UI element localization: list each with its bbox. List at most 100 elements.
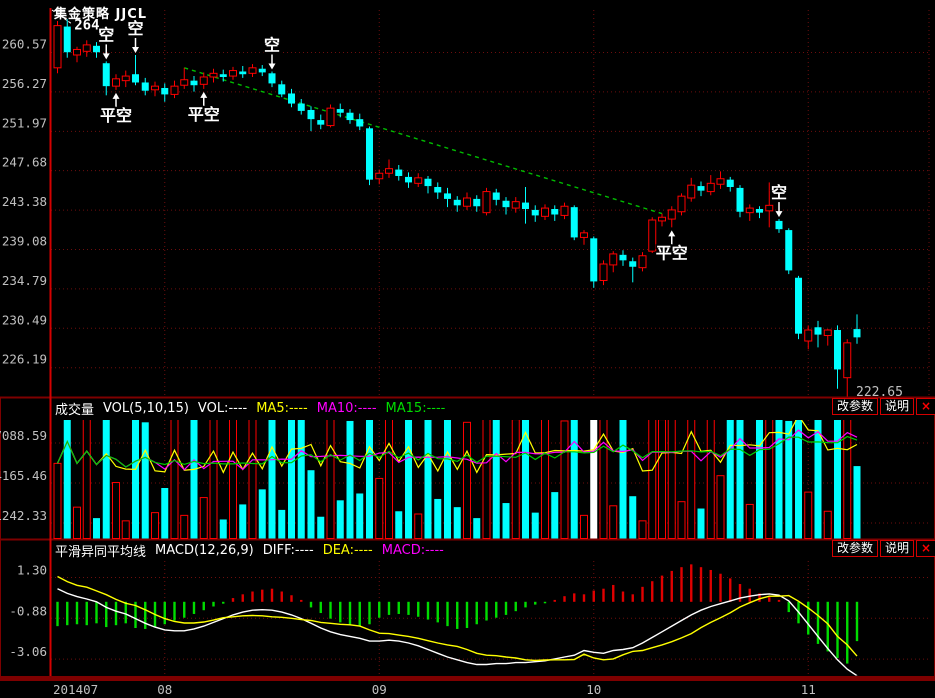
candle-body[interactable] [551, 208, 559, 215]
volume-bar[interactable] [716, 475, 725, 539]
candle-body[interactable] [141, 82, 149, 91]
candle-body[interactable] [590, 238, 598, 282]
volume-bars[interactable] [53, 409, 861, 539]
volume-bar[interactable] [434, 498, 442, 539]
volume-bar[interactable] [687, 411, 696, 539]
volume-bar[interactable] [317, 516, 325, 539]
volume-bar[interactable] [63, 420, 71, 539]
candle-body[interactable] [726, 179, 734, 187]
candle-body[interactable] [736, 187, 744, 212]
volume-bar[interactable] [765, 410, 774, 539]
volume-bar[interactable] [853, 466, 861, 539]
candle-body[interactable] [814, 327, 822, 335]
volume-bar[interactable] [53, 462, 62, 539]
volume-bar[interactable] [502, 503, 510, 539]
volume-bar[interactable] [785, 420, 793, 539]
volume-bar[interactable] [375, 477, 384, 539]
candle-body[interactable] [541, 207, 549, 217]
candle-body[interactable] [424, 178, 432, 187]
candle-body[interactable] [151, 85, 159, 91]
candle-body[interactable] [795, 277, 802, 334]
candle-body[interactable] [180, 79, 189, 86]
candle-body[interactable] [444, 193, 451, 199]
candle-body[interactable] [121, 75, 130, 82]
volume-bar[interactable] [531, 512, 539, 539]
volume-bar[interactable] [756, 420, 763, 539]
candle-body[interactable] [629, 261, 637, 267]
volume-bar[interactable] [190, 418, 198, 539]
candle-body[interactable] [199, 76, 208, 85]
volume-bar[interactable] [297, 413, 305, 539]
candle-body[interactable] [492, 192, 500, 200]
volume-bar[interactable] [726, 417, 734, 539]
volume-bar[interactable] [843, 418, 852, 539]
volume-bar[interactable] [580, 514, 588, 539]
candle-body[interactable] [677, 195, 686, 213]
volume-bar[interactable] [151, 512, 159, 539]
volume-bar[interactable] [570, 411, 578, 539]
volume-bar[interactable] [248, 417, 257, 539]
volume-bar[interactable] [199, 497, 208, 539]
candle-body[interactable] [706, 182, 715, 193]
candle-body[interactable] [414, 177, 423, 184]
candle-body[interactable] [132, 74, 139, 83]
candle-body[interactable] [278, 84, 286, 95]
volume-bar[interactable] [141, 422, 149, 539]
volume-bar[interactable] [658, 420, 666, 539]
volume-bar[interactable] [522, 413, 529, 539]
volume-bar[interactable] [697, 508, 705, 539]
volume-bar[interactable] [551, 492, 559, 539]
candle-body[interactable] [463, 197, 471, 207]
candle-body[interactable] [834, 330, 841, 370]
volume-bar[interactable] [73, 506, 81, 539]
candle-body[interactable] [658, 216, 666, 222]
candle-body[interactable] [405, 176, 412, 183]
volume-bar[interactable] [229, 414, 237, 539]
candle-body[interactable] [239, 71, 247, 75]
candle-body[interactable] [823, 329, 832, 337]
volume-bar[interactable] [677, 501, 686, 539]
candle-body[interactable] [638, 255, 647, 269]
candle-body[interactable] [785, 230, 793, 271]
volume-bar[interactable] [814, 414, 822, 539]
volume-bar[interactable] [112, 482, 120, 539]
volume-bar[interactable] [219, 519, 227, 539]
volume-bar[interactable] [736, 413, 744, 539]
volume-bar[interactable] [492, 417, 500, 539]
volume-bar[interactable] [161, 488, 169, 539]
volume-bar[interactable] [638, 520, 647, 539]
volume-bar[interactable] [307, 470, 315, 539]
candle-body[interactable] [209, 72, 218, 78]
candle-body[interactable] [53, 25, 62, 69]
macd-change-params-button[interactable]: 改参数 [832, 540, 879, 557]
volume-bar[interactable] [619, 418, 627, 539]
candle-body[interactable] [288, 93, 295, 104]
volume-bar[interactable] [132, 415, 139, 539]
candle-body[interactable] [609, 253, 618, 266]
candle-body[interactable] [570, 207, 578, 238]
candle-body[interactable] [648, 219, 657, 252]
candle-body[interactable] [326, 107, 335, 127]
volume-bar[interactable] [424, 411, 432, 539]
candle-body[interactable] [804, 329, 813, 342]
candle-body[interactable] [756, 208, 763, 213]
candle-body[interactable] [511, 201, 520, 209]
candle-body[interactable] [502, 200, 510, 208]
candle-body[interactable] [765, 204, 774, 212]
candle-body[interactable] [93, 45, 100, 53]
candle-body[interactable] [356, 119, 364, 127]
volume-bar[interactable] [356, 493, 364, 539]
volume-bar[interactable] [609, 505, 618, 539]
volume-bar[interactable] [795, 411, 802, 539]
candle-body[interactable] [385, 168, 393, 174]
candle-body[interactable] [102, 63, 110, 87]
candle-body[interactable] [716, 178, 725, 185]
candle-body[interactable] [307, 109, 315, 120]
volume-bar[interactable] [326, 409, 335, 539]
volume-bar[interactable] [170, 413, 179, 539]
volume-bar[interactable] [444, 415, 451, 539]
volume-bar[interactable] [82, 414, 91, 539]
volume-bar[interactable] [385, 414, 393, 539]
candle-body[interactable] [775, 220, 783, 230]
candle-body[interactable] [580, 232, 588, 238]
